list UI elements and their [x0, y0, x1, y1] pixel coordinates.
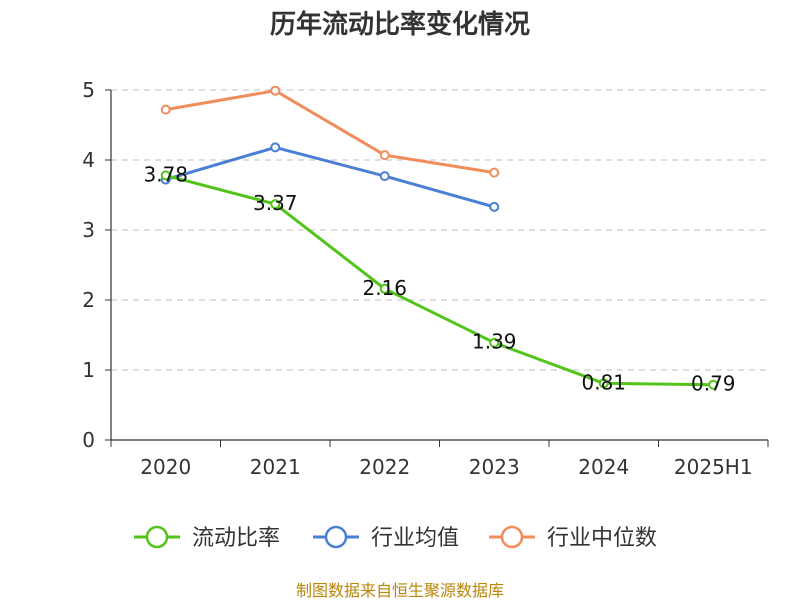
data-point[interactable]	[160, 170, 171, 181]
legend-marker	[145, 525, 169, 549]
grid-lines	[111, 89, 768, 371]
series-lines	[160, 85, 719, 390]
x-tick-label: 2022	[359, 455, 410, 479]
data-point[interactable]	[379, 283, 390, 294]
data-label: 0.81	[581, 370, 626, 394]
series-line-1	[165, 145, 495, 209]
series-line-0	[165, 173, 714, 387]
data-point[interactable]	[489, 337, 500, 348]
data-point[interactable]	[160, 104, 171, 115]
legend-item-0[interactable]: 流动比率	[134, 525, 280, 551]
data-point[interactable]	[598, 378, 609, 389]
y-tick-label: 0	[82, 428, 95, 452]
legend-label: 行业中位数	[547, 526, 657, 551]
data-label: 2.16	[362, 276, 407, 300]
data-label: 3.78	[143, 162, 188, 186]
axes: 0 1 2 3 4 5 2020 2021 2022 2023 2024 2025H1	[82, 78, 769, 479]
x-tick-label: 2025H1	[674, 455, 753, 479]
y-tick-label: 1	[82, 358, 95, 382]
legend[interactable]: 流动比率 行业均值 行业中位数	[134, 525, 657, 551]
data-point[interactable]	[270, 85, 281, 96]
data-point[interactable]	[489, 201, 500, 212]
data-point[interactable]	[270, 199, 281, 210]
source-note: 制图数据来自恒生聚源数据库	[296, 581, 504, 600]
x-tick-label: 2021	[250, 455, 301, 479]
x-tick-label: 2020	[140, 455, 191, 479]
data-label: 3.37	[253, 191, 298, 215]
data-point[interactable]	[379, 150, 390, 161]
legend-item-1[interactable]: 行业均值	[313, 525, 459, 551]
data-label: 1.39	[472, 330, 517, 354]
y-tick-label: 4	[82, 148, 95, 172]
y-tick-label: 2	[82, 288, 95, 312]
y-tick-label: 3	[82, 218, 95, 242]
chart-title: 历年流动比率变化情况	[270, 9, 530, 40]
legend-label: 行业均值	[371, 526, 459, 551]
y-tick-label: 5	[82, 78, 95, 102]
legend-marker	[324, 525, 348, 549]
data-point[interactable]	[270, 142, 281, 153]
data-point[interactable]	[489, 167, 500, 178]
data-point[interactable]	[708, 379, 719, 390]
legend-label: 流动比率	[192, 526, 280, 551]
data-labels: 3.78 3.37 2.16 1.39 0.81 0.79	[143, 162, 735, 395]
data-point[interactable]	[379, 171, 390, 182]
legend-item-2[interactable]: 行业中位数	[489, 525, 657, 551]
x-tick-label: 2024	[578, 455, 629, 479]
data-label: 0.79	[691, 372, 736, 396]
series-line-2	[165, 89, 495, 175]
x-tick-label: 2023	[469, 455, 520, 479]
legend-marker	[500, 525, 524, 549]
